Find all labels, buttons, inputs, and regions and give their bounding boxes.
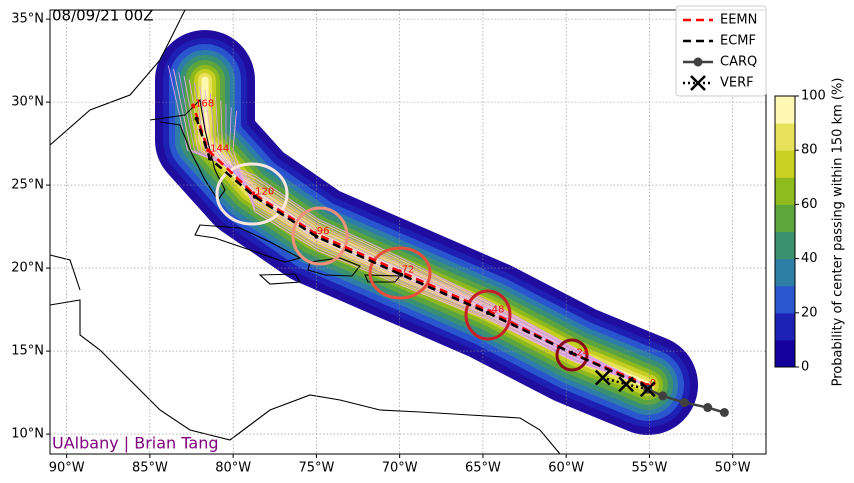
colorbar-tick-label: 40 xyxy=(801,251,818,266)
uncertainty-ellipses xyxy=(215,162,589,372)
ensemble-track xyxy=(167,65,649,387)
coastline xyxy=(258,273,301,285)
coastline xyxy=(194,224,302,263)
coastline xyxy=(49,254,81,291)
y-tick-label: 25°N xyxy=(11,178,44,193)
coastline xyxy=(49,9,186,146)
coastlines xyxy=(49,9,561,455)
forecast-hour-label: 120 xyxy=(255,186,274,197)
track-point xyxy=(719,408,729,418)
ensemble-track xyxy=(183,75,649,387)
ensemble-track xyxy=(220,100,649,387)
ensemble-track xyxy=(173,68,649,387)
x-tick-label: 60°W xyxy=(548,461,584,476)
track-point xyxy=(314,234,319,239)
colorbar-segment xyxy=(775,258,795,287)
track-point xyxy=(594,369,611,386)
ellipse-48h xyxy=(464,289,512,341)
coastline xyxy=(364,274,402,283)
track-point xyxy=(194,116,199,121)
x-tick-label: 80°W xyxy=(215,461,251,476)
colorbar-segment xyxy=(775,96,795,124)
colorbar-tick-label: 0 xyxy=(801,360,809,375)
colorbar-label: Probability of center passing within 150… xyxy=(831,78,846,387)
colorbar-segment xyxy=(775,285,795,314)
track-point xyxy=(485,310,490,315)
colorbar-tick-label: 100 xyxy=(801,89,826,104)
track-point xyxy=(618,376,635,393)
track-point xyxy=(252,194,257,199)
track-point xyxy=(703,403,713,413)
ellipse-120h xyxy=(215,162,289,226)
y-tick-label: 20°N xyxy=(11,261,44,276)
y-tick-label: 15°N xyxy=(11,344,44,359)
coastline xyxy=(49,299,561,455)
colorbar-tick-label: 20 xyxy=(801,305,818,320)
y-tick-label: 30°N xyxy=(11,95,44,110)
map-title: 08/09/21 00Z xyxy=(52,7,154,25)
legend-label: CARQ xyxy=(720,55,757,70)
forecast-hour-label: 168 xyxy=(195,98,214,109)
legend-box xyxy=(675,5,767,97)
colorbar-segment xyxy=(775,150,795,178)
grid xyxy=(50,10,766,454)
colorbar-segment xyxy=(775,339,795,368)
x-tick-label: 85°W xyxy=(132,461,168,476)
ensemble-track xyxy=(225,104,649,387)
colorbar-frame xyxy=(774,95,796,368)
forecast-hour-label: 24 xyxy=(577,347,590,358)
track-point xyxy=(191,103,196,108)
legend-marker xyxy=(693,57,703,67)
ellipse-24h xyxy=(555,338,589,372)
x-tick-label: 50°W xyxy=(715,461,751,476)
legend-label: VERF xyxy=(720,76,754,91)
track-point xyxy=(639,381,656,398)
colorbar-segment xyxy=(775,177,795,205)
x-tick-label: 55°W xyxy=(631,461,667,476)
y-tick-label: 10°N xyxy=(11,427,44,442)
coastline xyxy=(307,257,361,277)
colorbar-tick-label: 80 xyxy=(801,143,818,158)
track-point xyxy=(207,156,212,161)
legend: EEMN ECMF CARQ VERF xyxy=(675,5,767,97)
forecast-hour-label: 72 xyxy=(402,264,415,275)
ellipse-96h xyxy=(291,206,349,266)
ensemble-track xyxy=(232,110,649,387)
forecast-hour-label: 96 xyxy=(317,226,330,237)
track-point xyxy=(251,191,256,196)
ellipse-72h xyxy=(368,246,432,300)
forecast-hour-label: 144 xyxy=(210,143,229,154)
track-point xyxy=(569,350,574,355)
colorbar-segment xyxy=(775,204,795,232)
y-tick-label: 35°N xyxy=(11,12,44,27)
colorbar: 0 20 40 60 80 100 Probability of center passin… xyxy=(774,78,846,387)
colorbar-segment xyxy=(775,312,795,341)
track-point xyxy=(399,272,404,277)
track-line xyxy=(195,118,649,389)
track-point xyxy=(206,148,211,153)
map-frame xyxy=(49,9,767,455)
legend-label: ECMF xyxy=(720,34,756,49)
x-tick-label: 70°W xyxy=(382,461,418,476)
x-tick-label: 90°W xyxy=(49,461,85,476)
x-tick-label: 65°W xyxy=(465,461,501,476)
track-point xyxy=(679,398,689,408)
credit: UAlbany | Brian Tang xyxy=(52,434,219,453)
ensemble-track xyxy=(215,96,649,387)
colorbar-segment xyxy=(775,123,795,151)
colorbar-tick-label: 60 xyxy=(801,197,818,212)
legend-marker xyxy=(690,75,706,91)
colorbar-segment xyxy=(775,231,795,260)
track-point xyxy=(658,391,668,401)
x-tick-label: 75°W xyxy=(298,461,334,476)
tracks: 024487296120144168 xyxy=(191,98,729,418)
legend-label: EEMN xyxy=(720,13,757,28)
forecast-hour-label: 48 xyxy=(492,304,505,315)
ensemble-track xyxy=(178,72,649,387)
